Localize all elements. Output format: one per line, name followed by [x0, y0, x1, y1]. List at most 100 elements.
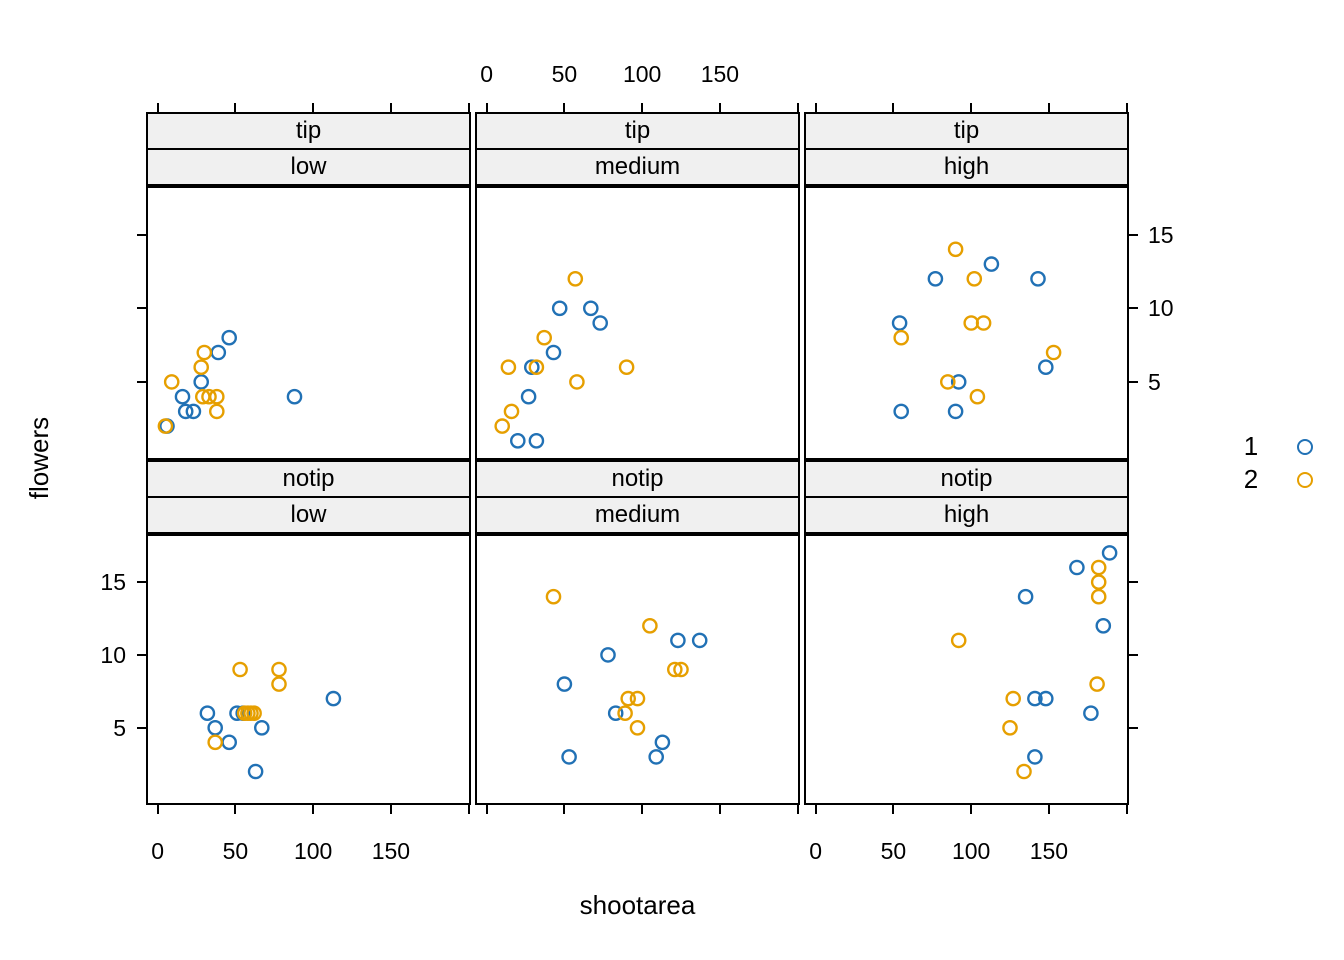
data-point-group-2 [1090, 588, 1107, 605]
legend-point-icon-1 [1297, 438, 1313, 455]
data-point-group-1 [947, 403, 964, 420]
data-point-group-1 [1037, 359, 1054, 375]
data-point-group-2 [1005, 690, 1021, 707]
data-point-group-2 [232, 661, 248, 678]
data-point-group-1 [210, 344, 227, 361]
data-point-group-1 [1017, 588, 1034, 605]
data-point-group-1 [950, 374, 967, 390]
data-point-group-1 [1027, 690, 1043, 707]
x-axis-tick-bottom [796, 805, 799, 814]
data-point-group-1 [583, 300, 599, 317]
panel-notip-low [146, 534, 471, 805]
y-axis-tick-left [137, 380, 146, 383]
x-axis-tick-top [1047, 103, 1050, 112]
data-point-group-2 [271, 676, 287, 692]
data-point-group-1 [207, 719, 223, 736]
x-axis-tick-bottom [156, 805, 159, 814]
data-point-group-2 [1016, 763, 1032, 780]
data-point-group-1 [1101, 545, 1118, 561]
y-axis-tick-left [137, 581, 146, 584]
x-axis-tick-bottom [234, 805, 237, 814]
data-point-group-2 [642, 618, 658, 634]
data-point-group-1 [1027, 749, 1043, 765]
data-point-group-2 [246, 705, 262, 721]
x-axis-tick-top [156, 103, 159, 112]
data-point-group-1 [221, 734, 237, 751]
y-axis-tick-label-right: 15 [1148, 221, 1174, 248]
strip-notip-medium-treatment: notip [475, 460, 800, 498]
strip-notip-medium-level: medium [475, 496, 800, 534]
y-axis-tick-label-left: 5 [113, 714, 126, 741]
data-point-group-2 [1089, 676, 1105, 692]
strip-tip-high-level: high [804, 148, 1129, 186]
data-point-group-1 [286, 388, 303, 405]
x-axis-title: shootarea [579, 890, 696, 920]
data-point-group-2 [209, 388, 225, 405]
data-point-group-1 [607, 705, 624, 721]
x-axis-tick-top [389, 103, 392, 112]
x-axis-tick-bottom [563, 805, 566, 814]
x-axis-tick-label-bottom: 150 [371, 838, 411, 864]
data-point-group-2 [617, 705, 633, 721]
data-point-group-2 [1090, 559, 1107, 576]
data-point-group-2 [193, 359, 210, 375]
data-point-group-1 [893, 403, 909, 420]
panel-tip-high [804, 186, 1129, 460]
data-point-group-2 [939, 374, 956, 390]
data-point-group-1 [891, 315, 908, 331]
x-axis-tick-bottom [814, 805, 817, 814]
data-point-group-1 [551, 300, 568, 317]
x-axis-tick-bottom [718, 805, 721, 814]
data-point-group-2 [503, 403, 520, 420]
x-axis-tick-top [467, 103, 470, 112]
data-point-group-2 [966, 271, 983, 287]
strip-tip-high-treatment: tip [804, 112, 1129, 150]
y-axis-tick-right [1129, 581, 1138, 584]
data-point-group-2 [1090, 574, 1107, 590]
data-point-group-1 [654, 734, 671, 751]
x-axis-tick-bottom [641, 805, 644, 814]
x-axis-tick-bottom [389, 805, 392, 814]
x-axis-tick-top [485, 103, 488, 112]
x-axis-tick-top [796, 103, 799, 112]
data-point-group-1 [524, 359, 540, 375]
data-point-group-2 [893, 329, 909, 346]
strip-notip-high-level: high [804, 496, 1129, 534]
data-point-group-1 [983, 256, 1000, 272]
x-axis-tick-label-bottom: 50 [222, 838, 249, 864]
strip-tip-low-level: low [146, 148, 471, 186]
x-axis-tick-bottom [485, 805, 488, 814]
data-point-group-2 [271, 661, 287, 678]
data-point-group-2 [157, 418, 174, 434]
legend-label-2: 2 [1243, 464, 1259, 494]
x-axis-tick-label-bottom: 50 [880, 838, 907, 864]
data-point-group-1 [556, 676, 573, 692]
x-axis-tick-label-top: 50 [551, 61, 578, 87]
y-axis-tick-label-right: 5 [1148, 368, 1161, 395]
data-point-group-1 [1095, 618, 1112, 634]
panel-tip-low [146, 186, 471, 460]
y-axis-tick-label-right: 10 [1148, 295, 1174, 322]
x-axis-tick-top [234, 103, 237, 112]
data-point-group-2 [950, 632, 967, 649]
points-tip-medium [494, 271, 635, 449]
x-axis-tick-bottom [1125, 805, 1128, 814]
x-axis-tick-label-bottom: 150 [1029, 838, 1069, 864]
data-point-group-1 [185, 403, 202, 420]
points-notip-high [950, 545, 1118, 780]
x-axis-tick-bottom [467, 805, 470, 814]
points-tip-high [891, 241, 1062, 420]
x-axis-tick-label-bottom: 100 [293, 838, 333, 864]
legend-row-1: 1 [1232, 430, 1313, 463]
data-point-group-1 [247, 763, 264, 780]
data-point-group-2 [666, 661, 683, 678]
data-point-group-2 [196, 344, 213, 361]
strip-tip-medium-treatment: tip [475, 112, 800, 150]
y-axis-tick-label-left: 15 [100, 569, 126, 596]
legend-point-icon-2 [1297, 471, 1313, 488]
x-axis-tick-top [892, 103, 895, 112]
data-point-group-2 [1045, 344, 1062, 361]
x-axis-tick-bottom [312, 805, 315, 814]
x-axis-tick-bottom [892, 805, 895, 814]
